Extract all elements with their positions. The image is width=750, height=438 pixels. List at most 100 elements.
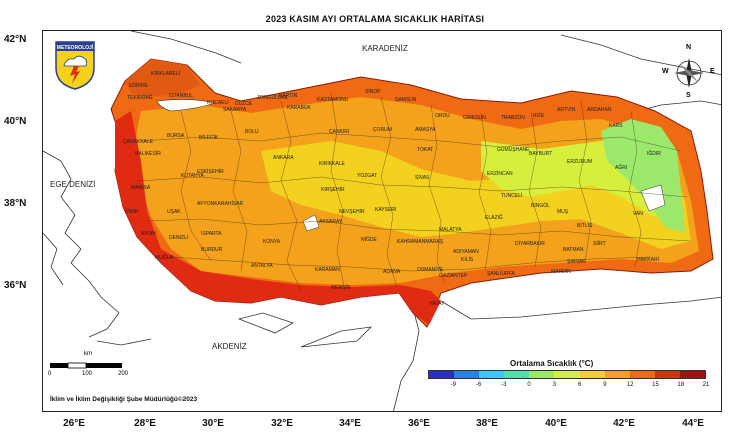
legend-title: Ortalama Sıcaklık (°C) xyxy=(510,359,594,368)
province-label: SİNOP xyxy=(365,89,381,95)
van-lake xyxy=(640,184,666,212)
legend-tick-label: 21 xyxy=(702,382,710,388)
province-label: ESKİŞEHİR xyxy=(197,169,224,175)
lat-label-42: 42°N xyxy=(4,34,27,45)
legend-color-bin xyxy=(429,371,455,378)
province-label: MUŞ xyxy=(557,209,569,215)
province-label: ARTVİN xyxy=(557,107,576,113)
province-label: KOCAELİ xyxy=(207,100,229,106)
province-label: KAHRAMANMARAŞ xyxy=(397,239,444,245)
province-label: BURDUR xyxy=(201,247,223,253)
province-label: SAMSUN xyxy=(395,97,417,103)
legend-color-bin xyxy=(679,371,706,378)
province-label: MUĞLA xyxy=(155,255,173,261)
province-label: TRABZON xyxy=(501,115,525,121)
province-label: KASTAMONU xyxy=(317,97,349,103)
province-label: OSMANİYE xyxy=(417,267,444,273)
province-boundaries xyxy=(136,92,692,292)
province-label: MANİSA xyxy=(131,185,151,191)
province-label: KÜTAHYA xyxy=(181,173,204,179)
neighbor-coastlines xyxy=(43,31,721,411)
lat-label-36: 36°N xyxy=(4,280,27,291)
legend-tick-label: 12 xyxy=(626,382,634,388)
legend-tick-label: -9 xyxy=(450,382,456,388)
legend-color-bin xyxy=(654,371,680,378)
province-label: KAYSERİ xyxy=(375,207,397,213)
legend-tick-label: 6 xyxy=(577,382,582,388)
province-label: ADANA xyxy=(383,269,401,275)
lon-label-42: 42°E xyxy=(613,418,635,429)
compass-e: E xyxy=(710,68,715,75)
province-label: ÇORUM xyxy=(373,127,392,133)
lon-label-40: 40°E xyxy=(545,418,567,429)
province-label: TOKAT xyxy=(417,147,434,153)
lat-label-38: 38°N xyxy=(4,198,27,209)
province-label: ANKARA xyxy=(273,155,294,161)
province-label: ERZURUM xyxy=(567,159,592,165)
legend-tick-label: 3 xyxy=(552,382,557,388)
province-label: TUNCELİ xyxy=(501,193,523,199)
province-label: ELAZIĞ xyxy=(485,215,503,221)
legend-color-bin xyxy=(554,371,580,378)
province-label: KARABÜK xyxy=(287,105,311,111)
province-label: TEKİRDAĞ xyxy=(127,95,153,101)
province-label: SAKARYA xyxy=(223,107,247,113)
province-label: MALATYA xyxy=(439,227,462,233)
province-label: IĞDIR xyxy=(647,151,661,157)
legend-color-bin xyxy=(479,371,505,378)
province-label: BATMAN xyxy=(563,247,584,253)
lon-label-26: 26°E xyxy=(63,418,85,429)
province-label: BALIKESİR xyxy=(135,151,161,157)
province-label: BİTLİS xyxy=(577,223,593,229)
legend-color-bin xyxy=(504,371,530,378)
scale-bar-graphic xyxy=(50,362,122,369)
compass-n: N xyxy=(686,44,692,51)
lon-label-28: 28°E xyxy=(134,418,156,429)
logo-text: METEOROLOJİ xyxy=(57,44,94,51)
lon-label-30: 30°E xyxy=(202,418,224,429)
province-label: MARDİN xyxy=(551,269,571,275)
legend-color-bin xyxy=(454,371,480,378)
province-label: ŞANLIURFA xyxy=(487,271,515,277)
province-label: AĞRI xyxy=(615,165,628,171)
legend-tick-label: 18 xyxy=(677,382,685,388)
north-arrow-compass xyxy=(674,58,704,88)
legend-tick-label: 15 xyxy=(652,382,659,388)
province-label: AYDIN xyxy=(141,231,156,237)
province-label: KİLİS xyxy=(461,257,474,263)
province-label: BURSA xyxy=(167,133,185,139)
province-label: GÜMÜŞHANE xyxy=(497,147,530,153)
lon-label-32: 32°E xyxy=(271,418,293,429)
province-label: DÜZCE xyxy=(235,101,253,107)
province-label: BARTIN xyxy=(279,93,298,99)
province-label: SİİRT xyxy=(593,241,606,247)
legend-tick-label: -6 xyxy=(475,382,482,388)
province-label: ADIYAMAN xyxy=(453,249,479,255)
province-label: KIRKLARELİ xyxy=(151,71,180,77)
legend-color-bin xyxy=(529,371,555,378)
province-label: UŞAK xyxy=(167,209,181,215)
legend-color-bin xyxy=(629,371,655,378)
temperature-map xyxy=(43,31,721,411)
turkey-landmass xyxy=(110,58,714,328)
lon-label-34: 34°E xyxy=(339,418,361,429)
lon-label-44: 44°E xyxy=(682,418,704,429)
sea-label-karadeniz: KARADENİZ xyxy=(362,44,408,53)
province-label: KIRŞEHİR xyxy=(321,187,345,193)
legend-color-bin xyxy=(604,371,630,378)
sea-label-ege: EGE DENİZİ xyxy=(50,180,96,189)
legend-color-bin xyxy=(579,371,605,378)
meteoroloji-logo: METEOROLOJİ xyxy=(55,41,95,90)
province-label: BAYBURT xyxy=(529,151,553,157)
province-label: ÇANAKKALE xyxy=(123,139,154,145)
lon-label-38: 38°E xyxy=(476,418,498,429)
province-label: DİYARBAKIR xyxy=(515,241,545,247)
province-label: ÇANKIRI xyxy=(329,129,350,135)
province-label: EDİRNE xyxy=(129,83,148,89)
lon-label-36: 36°E xyxy=(408,418,430,429)
province-label: ORDU xyxy=(435,113,450,119)
province-label: VAN xyxy=(633,211,643,217)
legend-colorbar xyxy=(428,370,706,379)
province-label: NİĞDE xyxy=(361,237,377,243)
province-label: AKSARAY xyxy=(319,219,343,225)
